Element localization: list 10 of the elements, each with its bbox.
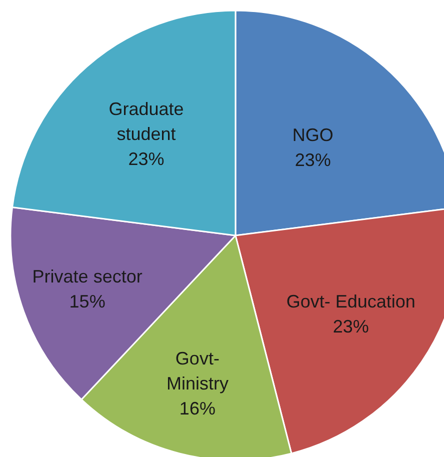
slice-label: Govt- Education [286, 291, 416, 312]
slice-label: Private sector [32, 266, 142, 286]
data-label: 23% [332, 316, 369, 336]
data-label: 16% [179, 398, 216, 419]
data-label: 23% [294, 150, 331, 170]
slice-label: Graduate student [108, 99, 184, 144]
data-label: 23% [128, 149, 164, 170]
data-label: 15% [69, 291, 106, 312]
slice-label: Govt- Ministry [166, 348, 228, 394]
slice-label: NGO [292, 125, 334, 146]
